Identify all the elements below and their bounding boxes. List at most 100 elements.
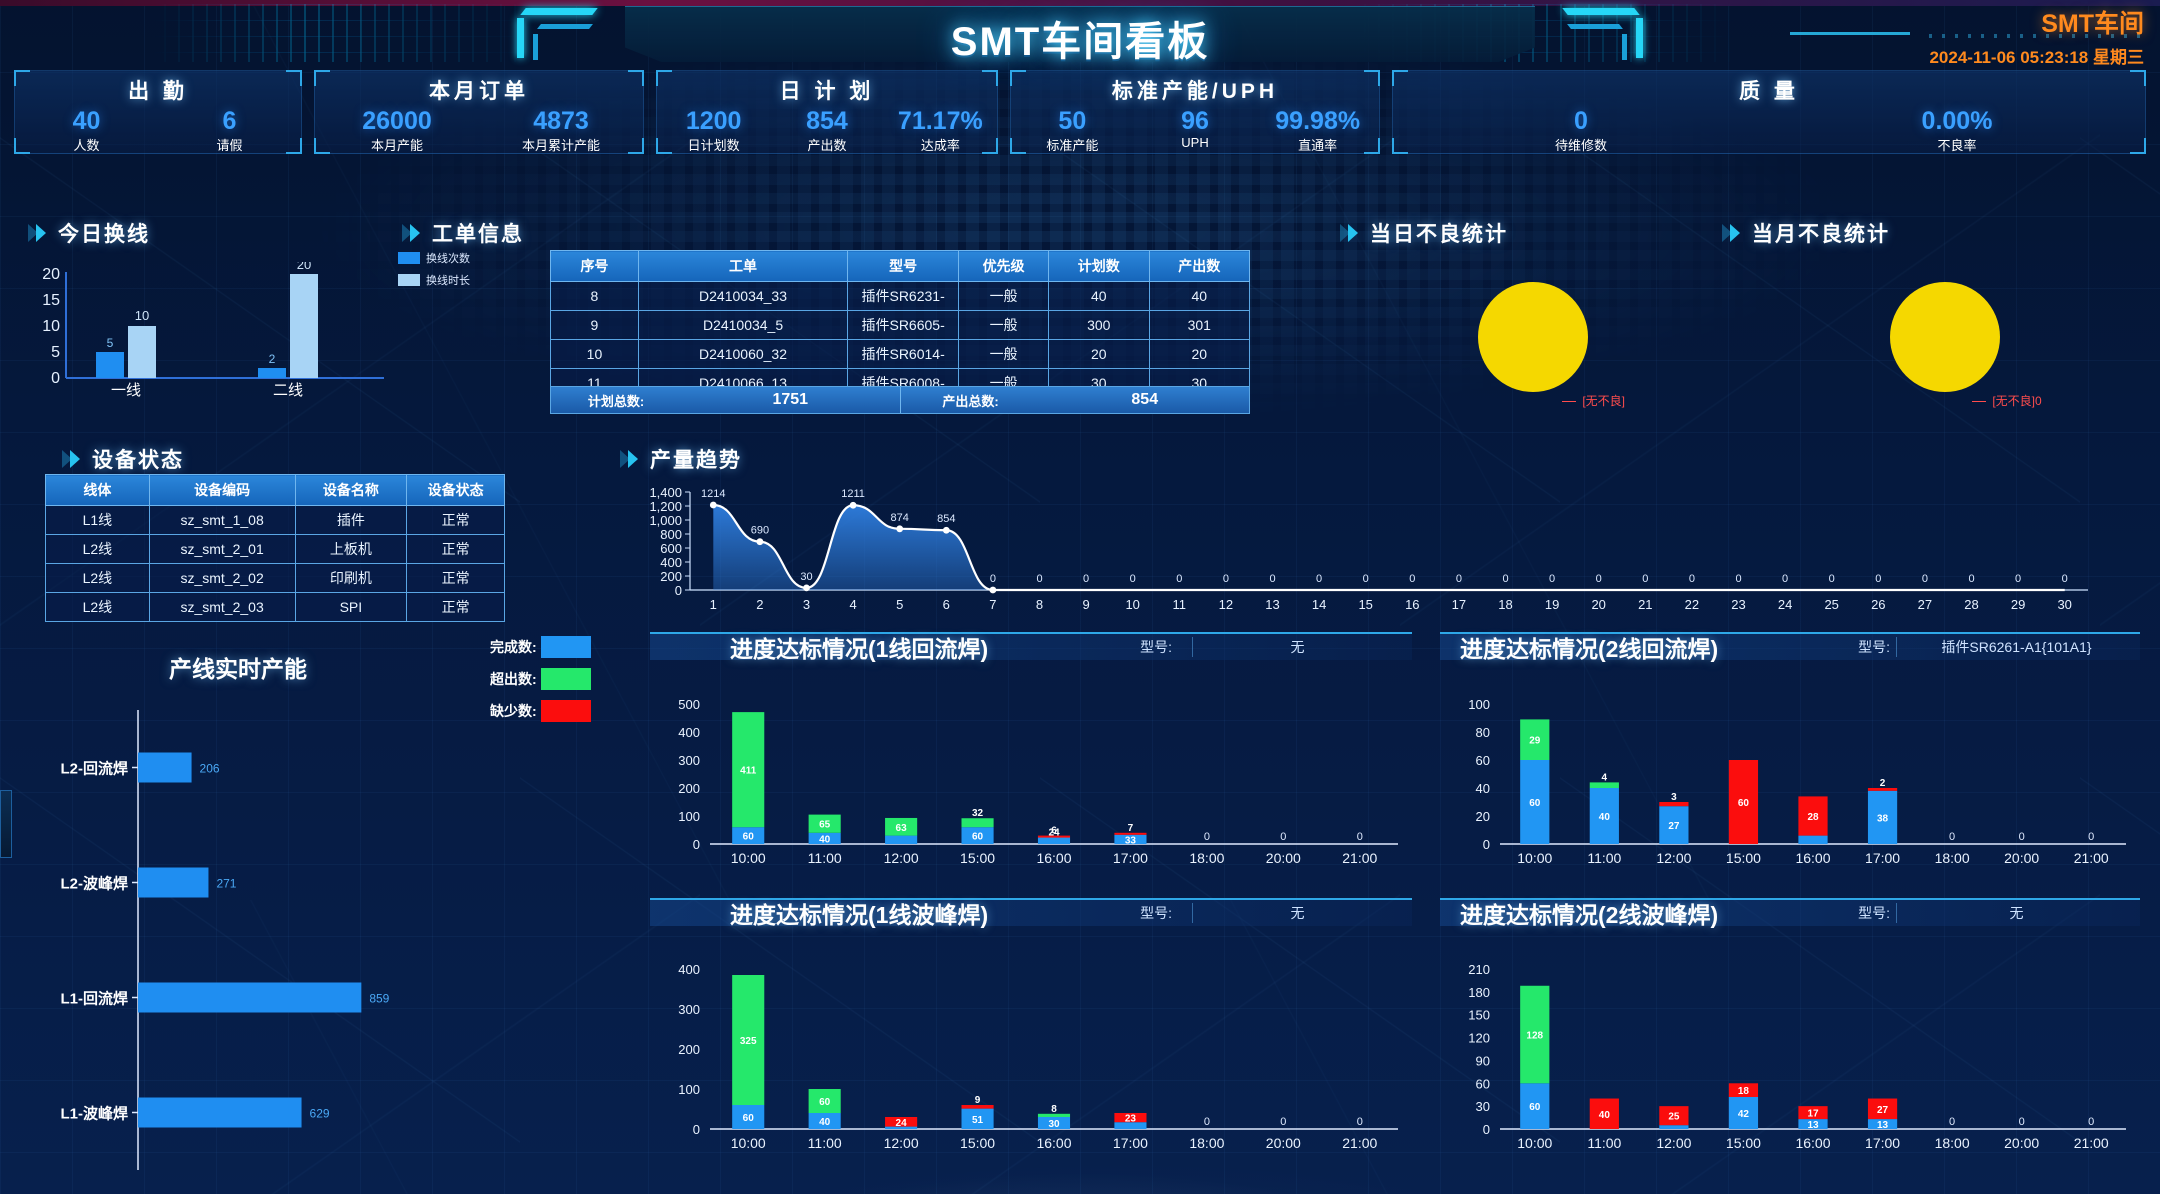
svg-text:10:00: 10:00 (731, 850, 766, 866)
svg-text:17:00: 17:00 (1865, 850, 1900, 866)
svg-text:60: 60 (1529, 798, 1541, 809)
svg-text:24: 24 (896, 1118, 908, 1129)
table-row[interactable]: L2线 sz_smt_2_03 SPI 正常 (45, 592, 505, 622)
svg-text:18:00: 18:00 (1189, 850, 1224, 866)
table-row[interactable]: L2线 sz_smt_2_01 上板机 正常 (45, 534, 505, 564)
corner-icon (1392, 70, 1408, 86)
svg-text:0: 0 (2088, 831, 2094, 843)
svg-text:1214: 1214 (701, 488, 725, 500)
svg-text:859: 859 (369, 992, 389, 1006)
svg-text:0: 0 (1949, 831, 1955, 843)
kpi-label: 日计划数 (687, 138, 740, 154)
defect-today-note-wrap: [无不良] (1562, 392, 1625, 409)
table-row[interactable]: L2线 sz_smt_2_02 印刷机 正常 (45, 563, 505, 593)
svg-text:20: 20 (297, 262, 311, 272)
arrow-icon (1722, 224, 1742, 242)
arrow-icon (1340, 224, 1360, 242)
kpi-card-quality: 质 量 0 待维修数 0.00% 不良率 (1392, 70, 2146, 154)
kpi-title: 质 量 (1739, 80, 1799, 103)
svg-text:0: 0 (1483, 1122, 1490, 1137)
panel-model-value: 无 (1192, 903, 1402, 923)
table-row[interactable]: 9 D2410034_5 插件SR6605- 一般 300 301 (550, 310, 1250, 340)
svg-text:12:00: 12:00 (1656, 1135, 1691, 1151)
svg-text:17:00: 17:00 (1113, 850, 1148, 866)
svg-text:13: 13 (1877, 1120, 1889, 1131)
kpi-metric: 40 人数 (15, 108, 158, 154)
svg-text:629: 629 (310, 1107, 330, 1121)
svg-text:23: 23 (1125, 1114, 1137, 1125)
leader-line (1562, 401, 1576, 403)
section-label: 当月不良统计 (1752, 223, 1890, 246)
cell-plan: 300 (1048, 310, 1150, 340)
svg-text:18: 18 (1498, 597, 1512, 612)
kpi-card-uph: 标准产能/UPH 50 标准产能 96 UPH 99.98% 直通率 (1010, 70, 1380, 154)
svg-text:0: 0 (675, 583, 682, 598)
header-wing-left-icon (517, 2, 637, 64)
cell-model: 插件SR6014- (847, 339, 960, 369)
svg-text:4: 4 (1602, 772, 1608, 783)
svg-text:21:00: 21:00 (2074, 850, 2109, 866)
svg-text:60: 60 (1529, 1102, 1541, 1113)
svg-text:16:00: 16:00 (1795, 850, 1830, 866)
progress-panel-header-3: 进度达标情况(2线波峰焊) 型号: 无 (1440, 898, 2140, 928)
svg-text:200: 200 (678, 781, 700, 796)
panel-title: 进度达标情况(2线回流焊) (1460, 636, 1719, 662)
svg-text:0: 0 (1922, 573, 1928, 585)
svg-text:0: 0 (1968, 573, 1974, 585)
svg-text:40: 40 (1599, 1110, 1611, 1121)
svg-text:20:00: 20:00 (1266, 1135, 1301, 1151)
svg-text:0: 0 (1357, 831, 1363, 843)
table-row[interactable]: 10 D2410060_32 插件SR6014- 一般 20 20 (550, 339, 1250, 369)
kpi-value: 40 (72, 107, 101, 135)
kpi-title: 标准产能/UPH (1111, 80, 1279, 103)
cell-priority: 一般 (958, 310, 1050, 340)
section-title-work-order: 工单信息 (402, 218, 524, 248)
svg-text:6: 6 (943, 597, 950, 612)
svg-text:100: 100 (678, 1082, 700, 1097)
svg-text:60: 60 (743, 1113, 755, 1124)
defect-month-pie[interactable] (1890, 282, 2000, 392)
svg-text:0: 0 (1642, 573, 1648, 585)
arrow-icon (62, 450, 82, 468)
svg-text:0: 0 (1204, 831, 1210, 843)
svg-text:26: 26 (1871, 597, 1885, 612)
section-label: 产量趋势 (650, 449, 742, 472)
legend-swatch (398, 252, 420, 264)
section-label: 设备状态 (92, 449, 184, 472)
svg-text:20:00: 20:00 (2004, 1135, 2039, 1151)
defect-month-note-wrap: [无不良]0 (1972, 392, 2042, 409)
defect-today-pie[interactable] (1478, 282, 1588, 392)
corner-icon (1010, 138, 1026, 154)
kpi-metric: 26000 本月产能 (315, 108, 479, 154)
scroll-handle[interactable] (0, 790, 12, 858)
svg-text:40: 40 (819, 834, 831, 845)
kpi-label: 本月累计产能 (521, 138, 600, 154)
svg-text:300: 300 (678, 753, 700, 768)
cell-code: sz_smt_2_02 (148, 563, 296, 593)
cell-code: sz_smt_2_01 (148, 534, 296, 564)
progress-chart-1: 020406080100602910:0040411:0027312:00601… (1468, 697, 2126, 866)
corner-icon (656, 70, 672, 86)
svg-text:100: 100 (1468, 697, 1490, 712)
cell-plan: 20 (1048, 339, 1150, 369)
total-plan-value: 1751 (772, 391, 809, 408)
svg-text:27: 27 (1877, 1105, 1889, 1116)
col-line: 线体 (45, 474, 150, 506)
svg-text:90: 90 (1476, 1053, 1490, 1068)
kpi-value: 854 (806, 107, 848, 135)
svg-text:20:00: 20:00 (2004, 850, 2039, 866)
header-dot-pattern (1929, 34, 2144, 38)
table-row[interactable]: L1线 sz_smt_1_08 插件 正常 (45, 505, 505, 535)
equipment-table-wrap[interactable]: 线体 设备编码 设备名称 设备状态 L1线 sz_smt_1_08 插件 正常 … (45, 474, 505, 622)
corner-icon (982, 70, 998, 86)
svg-text:60: 60 (743, 832, 755, 843)
cell-plan: 40 (1048, 281, 1150, 311)
table-row[interactable]: 8 D2410034_33 插件SR6231- 一般 40 40 (550, 281, 1250, 311)
svg-text:11:00: 11:00 (808, 850, 842, 866)
arrow-icon (28, 224, 48, 242)
panel-model-value: 插件SR6261-A1{101A1} (1896, 637, 2136, 657)
panel-title: 进度达标情况(2线波峰焊) (1460, 902, 1719, 928)
work-order-table-wrap[interactable]: 序号 工单 型号 优先级 计划数 产出数 8 D2410034_33 插件SR6… (550, 250, 1250, 395)
arrow-icon (402, 224, 422, 242)
svg-text:0: 0 (1829, 573, 1835, 585)
